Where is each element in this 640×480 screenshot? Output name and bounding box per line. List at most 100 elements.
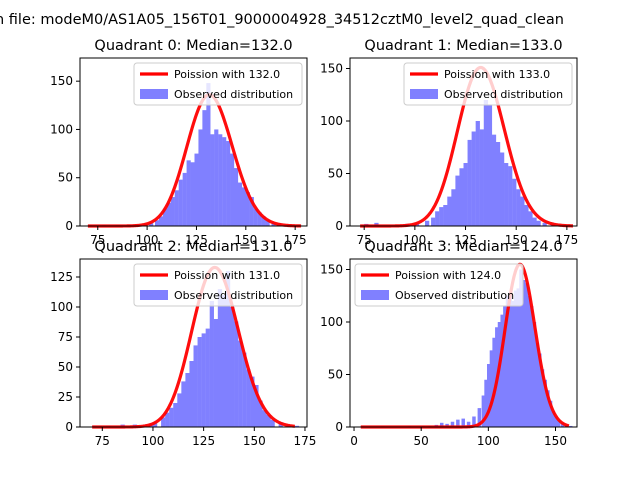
- histogram-bar: [540, 369, 545, 427]
- x-tick-label: 125: [192, 434, 215, 448]
- histogram-bar: [543, 379, 547, 427]
- histogram-bar: [249, 197, 254, 226]
- histogram-bar: [170, 197, 175, 226]
- histogram-bar: [262, 410, 267, 427]
- histogram-bar: [162, 208, 168, 226]
- histogram-bar: [484, 379, 488, 427]
- y-tick-label: 100: [320, 315, 343, 329]
- histogram-bar: [524, 283, 529, 427]
- y-tick-label: 50: [328, 368, 343, 382]
- histogram-bar: [508, 166, 513, 226]
- legend-box: [133, 263, 303, 307]
- histogram-bar: [538, 353, 542, 427]
- histogram-bar: [250, 376, 255, 427]
- histogram-bar: [254, 385, 259, 427]
- legend-box: [403, 62, 573, 106]
- histogram-bar: [174, 190, 179, 226]
- x-tick-label: 150: [243, 434, 266, 448]
- histogram-bar: [238, 340, 243, 427]
- histogram-bar: [513, 290, 518, 427]
- legend-hist-label: Observed distribution: [174, 88, 293, 101]
- legend-hist-swatch: [361, 290, 389, 300]
- histogram-bar: [456, 419, 460, 427]
- histogram-bar: [189, 361, 194, 427]
- histogram-bar: [245, 192, 250, 226]
- y-tick-label: 150: [320, 62, 343, 76]
- x-tick-label: 100: [403, 233, 426, 247]
- subplot-title: Quadrant 1: Median=133.0: [364, 38, 562, 54]
- histogram-bar: [246, 369, 251, 427]
- legend: Poission with 133.0 Observed distribution: [403, 62, 573, 106]
- histogram-bar: [512, 178, 517, 226]
- histogram-bar: [206, 83, 211, 226]
- histogram-bar: [242, 352, 247, 427]
- x-tick-label: 75: [90, 233, 105, 247]
- histogram-bar: [222, 137, 227, 226]
- legend-curve-label: Poission with 133.0: [444, 68, 550, 81]
- histogram-bar: [524, 205, 529, 226]
- histogram-bar: [455, 175, 460, 226]
- legend-hist-label: Observed distribution: [444, 88, 563, 101]
- histogram-bar: [459, 168, 464, 226]
- histogram-bar: [197, 337, 202, 427]
- histogram-bar: [217, 289, 223, 427]
- histogram-bar: [466, 421, 471, 427]
- histogram-bar: [209, 301, 214, 427]
- histogram-bar: [182, 172, 187, 226]
- histogram-bar: [205, 328, 210, 427]
- histogram-bar: [185, 373, 190, 427]
- histogram-bar: [472, 416, 476, 427]
- histogram-bar: [527, 295, 531, 427]
- histogram-bar: [226, 141, 231, 226]
- x-tick-label: 125: [185, 233, 208, 247]
- histogram-bar: [529, 306, 534, 427]
- histogram-bar: [229, 307, 235, 427]
- y-tick-label: 25: [58, 390, 73, 404]
- histogram-bar: [554, 416, 558, 427]
- histogram-bar: [447, 196, 452, 226]
- histogram-bar: [257, 212, 262, 226]
- histogram-bar: [568, 425, 573, 427]
- histogram-bar: [439, 207, 444, 226]
- histogram-bar: [536, 220, 541, 226]
- legend-box: [133, 62, 303, 106]
- histogram-bar: [483, 100, 489, 226]
- histogram-bar: [181, 381, 186, 427]
- histogram-bar: [489, 350, 494, 427]
- histogram-bar: [230, 153, 235, 226]
- y-tick-label: 50: [58, 171, 73, 185]
- histogram-bar: [237, 182, 243, 226]
- histogram-bar: [503, 306, 507, 427]
- y-tick-label: 125: [50, 270, 73, 284]
- histogram-bar: [155, 220, 160, 226]
- quadrant-2-plot: 75 100 125 150 175 0 25 50 75 100 125 Quadrant 2: M…: [50, 239, 316, 448]
- histogram-bar: [532, 322, 537, 427]
- histogram-bar: [508, 292, 512, 427]
- histogram-bar: [198, 129, 203, 226]
- histogram-bar: [481, 395, 486, 427]
- histogram-bar: [233, 168, 239, 226]
- histogram-bar: [270, 419, 275, 427]
- subplot-title: Quadrant 3: Median=124.0: [364, 239, 562, 255]
- histogram-bar: [495, 142, 501, 226]
- y-tick-label: 0: [335, 420, 343, 434]
- x-tick-label: 50: [414, 434, 429, 448]
- figure-suptitle: n file: modeM0/AS1A05_156T01_9000004928_…: [0, 12, 564, 28]
- histogram-bar: [487, 364, 491, 427]
- subplot-title: Quadrant 0: Median=132.0: [94, 38, 292, 54]
- x-tick-label: 0: [350, 434, 358, 448]
- histogram-bar: [479, 129, 484, 226]
- histogram-bar: [158, 216, 164, 226]
- quadrant-0-plot: 75 100 125 150 175 0 50 100 150 Quadrant 0: Media…: [50, 38, 308, 247]
- histogram-bar: [165, 412, 170, 427]
- histogram-bar: [516, 288, 521, 427]
- y-tick-label: 0: [65, 219, 73, 233]
- histogram-bar: [492, 337, 496, 427]
- histogram-bar: [190, 162, 195, 226]
- histogram-bar: [451, 189, 456, 226]
- histogram-bar: [471, 131, 476, 226]
- histogram-bar: [234, 321, 239, 427]
- histogram-bar: [500, 314, 504, 427]
- x-tick-label: 150: [544, 434, 567, 448]
